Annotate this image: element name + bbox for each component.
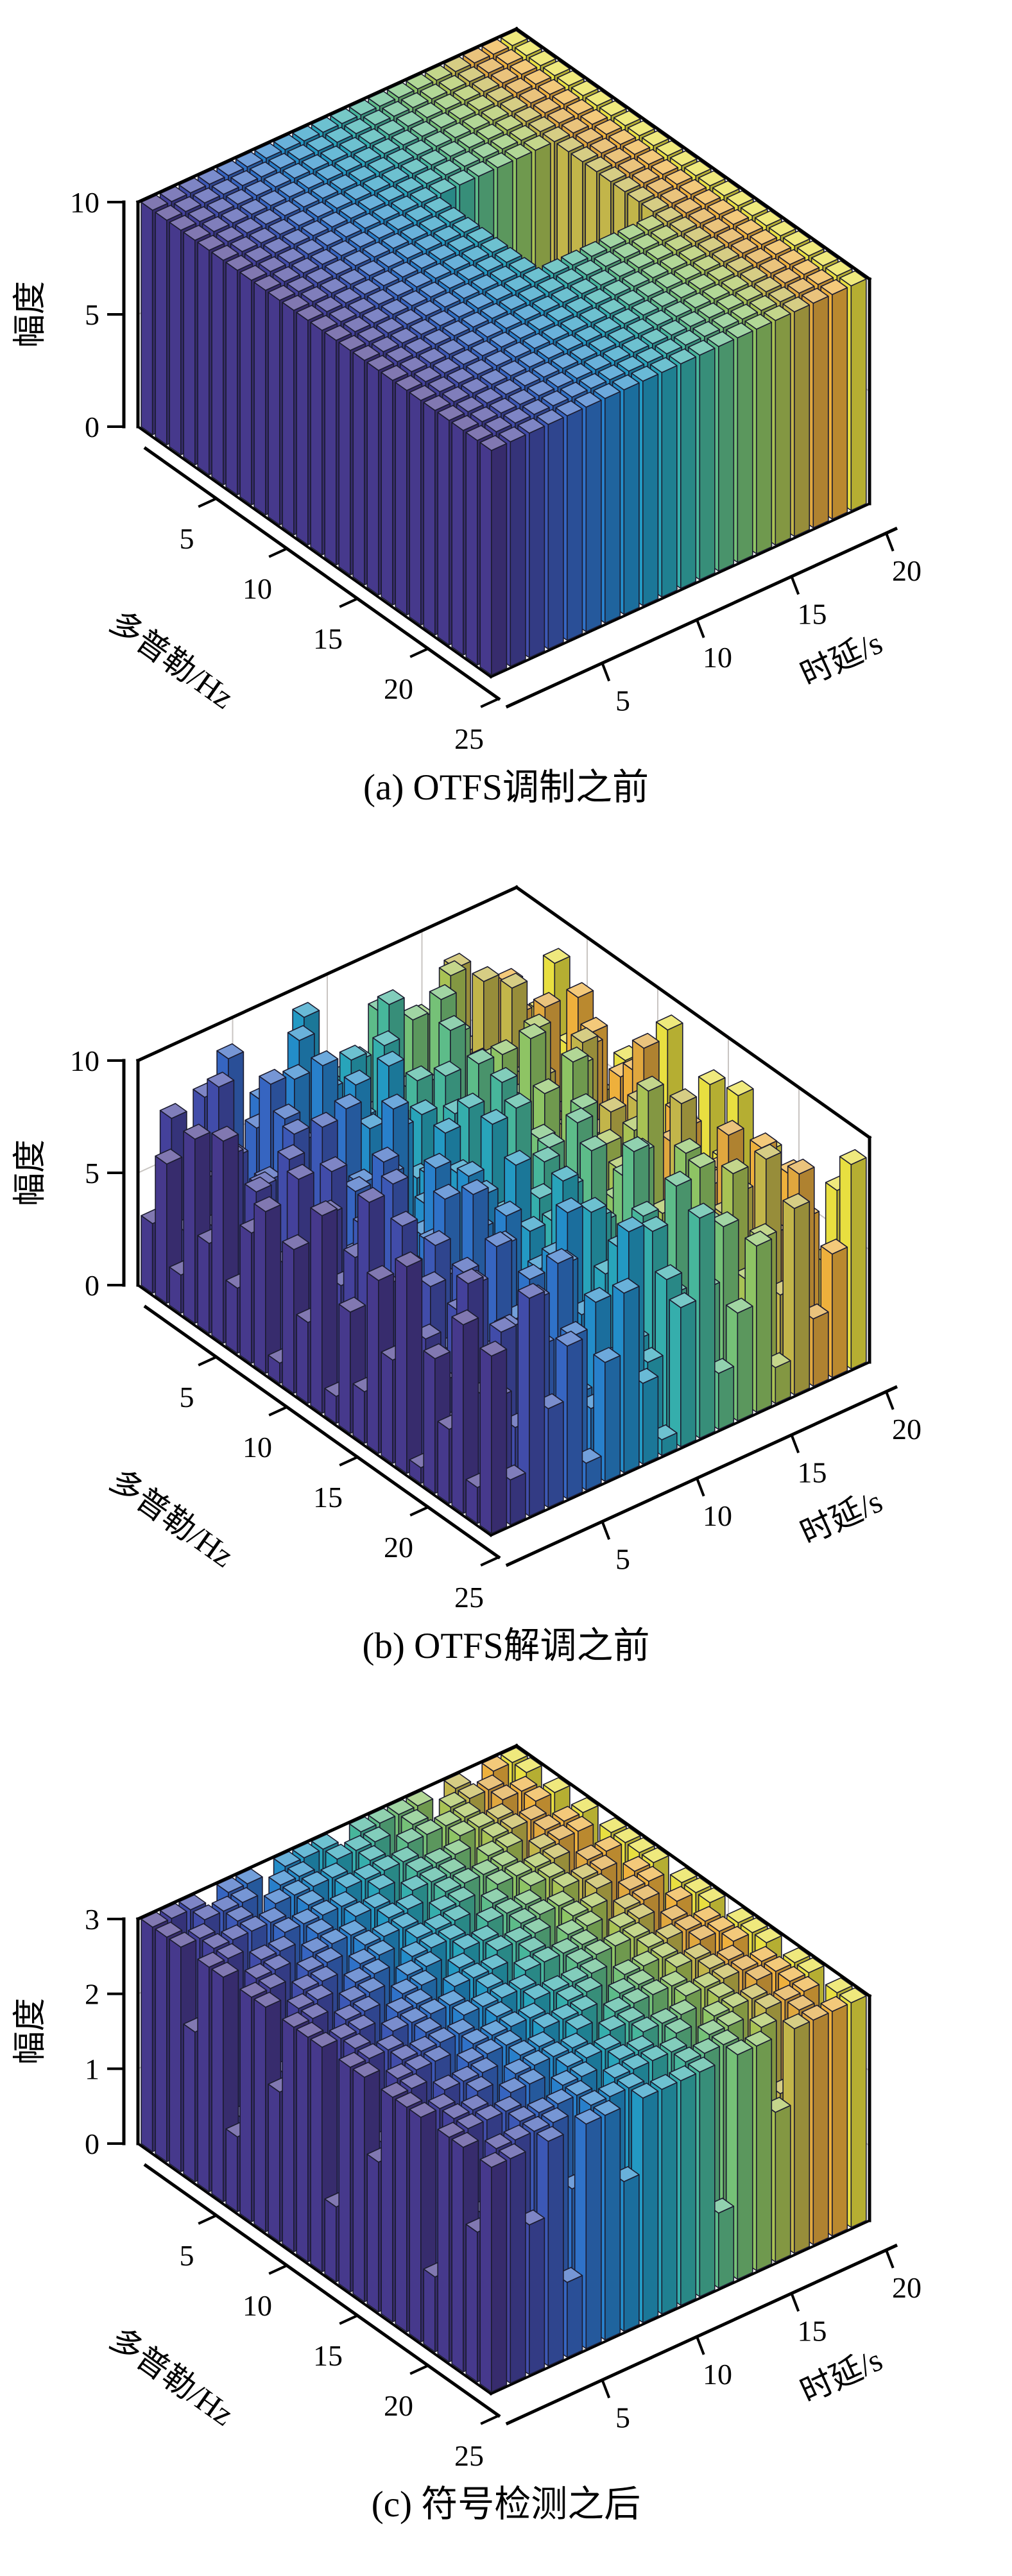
delay-tick-label: 5 [615,1543,630,1576]
doppler-tick-label: 10 [243,1431,272,1463]
doppler-tick-label: 20 [384,1531,413,1564]
bar [395,1251,423,1474]
z-tick-label: 10 [70,186,99,219]
bars-3d [141,1747,867,2393]
chart-a-before-otfs-modulation: 0 5 10 幅度 5 10 15 20 25 多普勒/Hz 5 10 15 20 时延/s (a) OTF… [0,0,1012,858]
delay-axis-title: 时延/s [795,624,888,692]
bar [517,1283,545,1517]
delay-tick-label: 20 [892,554,922,587]
z-axis-title: 幅度 [12,1139,49,1206]
plot-box-edges [135,885,872,1364]
bar [310,1200,338,1414]
doppler-tick-label: 15 [313,1481,343,1514]
bar [479,1340,508,1534]
z-axis-title: 幅度 [12,1998,49,2065]
bars-3d [141,30,867,676]
bar [451,1309,479,1514]
doppler-axis-title: 多普勒/Hz [103,604,241,715]
plot-box-edges [135,1743,872,2222]
doppler-tick-label: 25 [454,1581,484,1614]
delay-tick-label: 20 [892,1413,922,1446]
delay-tick-label: 15 [798,2315,827,2348]
bar [669,1292,697,1447]
chart-b-plot: 0 5 10 幅度 5 10 15 20 25 多普勒/Hz 5 10 15 20 时延/s [12,885,922,1614]
z-tick-label: 0 [85,2128,99,2160]
doppler-axis-title: 多普勒/Hz [103,2321,241,2432]
amplitude-axis: 0 5 10 幅度 [12,186,126,443]
delay-axis-title: 时延/s [795,2341,888,2409]
doppler-tick-label: 25 [454,722,484,755]
delay-tick-label: 10 [703,2358,732,2391]
bar [593,1347,621,1482]
doppler-axis-title: 多普勒/Hz [103,1462,241,1574]
doppler-tick-label: 10 [243,2289,272,2322]
z-tick-label: 5 [85,1157,99,1190]
chart-a-caption: (a) OTFS调制之前 [363,767,649,808]
delay-tick-label: 5 [615,2401,630,2434]
chart-b-caption: (b) OTFS解调之前 [362,1626,650,1666]
bar [479,2151,508,2393]
delay-tick-label: 15 [798,598,827,631]
z-tick-label: 1 [85,2052,99,2085]
doppler-tick-label: 25 [454,2439,484,2472]
bar [479,434,508,676]
z-tick-label: 5 [85,298,99,331]
delay-tick-label: 10 [703,1499,732,1532]
delay-tick-label: 10 [703,641,732,674]
delay-tick-label: 15 [798,1456,827,1489]
doppler-tick-label: 5 [180,1381,194,1413]
doppler-tick-label: 15 [313,2339,343,2372]
amplitude-axis: 0 5 10 幅度 [12,1045,126,1302]
z-tick-label: 0 [85,411,99,443]
bar [782,1193,810,1395]
z-tick-label: 10 [70,1045,99,1077]
delay-tick-label: 20 [892,2271,922,2304]
doppler-tick-label: 20 [384,672,413,705]
doppler-tick-label: 20 [384,2389,413,2422]
chart-a-plot: 0 5 10 幅度 5 10 15 20 25 多普勒/Hz 5 10 15 20 时延/s [12,26,922,755]
z-tick-label: 2 [85,1978,99,2011]
doppler-tick-label: 5 [180,522,194,555]
bars-3d [141,948,867,1534]
doppler-tick-label: 15 [313,622,343,655]
delay-axis-title: 时延/s [795,1483,888,1551]
z-axis-title: 幅度 [12,281,49,348]
z-tick-label: 3 [85,1903,99,1936]
chart-c-after-symbol-detection: 0 1 2 3 幅度 5 10 15 20 25 多普勒/Hz 5 10 15 20 时延/s (c) 符号检… [0,1717,1012,2575]
delay-tick-label: 5 [615,685,630,717]
bar [253,1196,282,1374]
z-tick-label: 0 [85,1269,99,1302]
amplitude-axis: 0 1 2 3 幅度 [12,1903,126,2160]
plot-box-edges [135,26,872,506]
doppler-tick-label: 5 [180,2239,194,2272]
chart-c-plot: 0 1 2 3 幅度 5 10 15 20 25 多普勒/Hz 5 10 15 20 时延/s [12,1743,922,2472]
chart-b-before-otfs-demodulation: 0 5 10 幅度 5 10 15 20 25 多普勒/Hz 5 10 15 20 时延/s (b) OTF… [0,858,1012,1717]
chart-c-caption: (c) 符号检测之后 [371,2484,641,2525]
doppler-tick-label: 10 [243,572,272,605]
